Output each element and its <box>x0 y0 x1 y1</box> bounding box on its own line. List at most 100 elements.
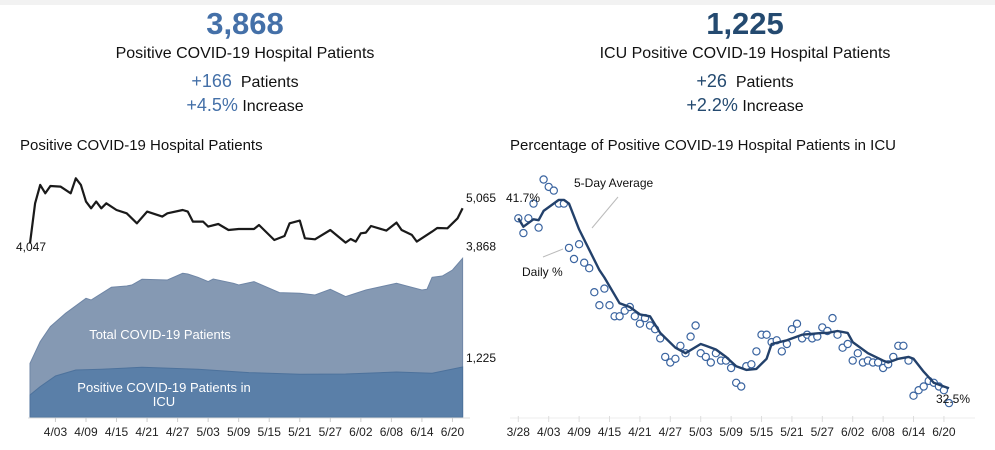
daily-percent-dot <box>777 347 787 356</box>
kpi-change: +26 <box>696 71 727 91</box>
left-x-tick-label: 5/21 <box>288 425 312 439</box>
daily-percent-dot <box>944 398 954 408</box>
daily-percent-dot <box>635 319 645 328</box>
left-x-tick-label: 5/15 <box>258 425 282 439</box>
kpi-label: ICU Positive COVID-19 Hospital Patients <box>599 45 891 62</box>
left-x-tick-label: 6/14 <box>410 425 434 439</box>
line-end-label: 5,065 <box>466 191 496 205</box>
right-x-tick-label: 5/15 <box>750 425 774 439</box>
daily-percent-dot <box>726 363 736 373</box>
icu-area-label-2: ICU <box>153 394 175 409</box>
total-patients-line <box>28 177 464 244</box>
daily-annotation-leader <box>542 248 564 258</box>
daily-percent-dot <box>701 352 711 362</box>
left-x-tick-label: 5/09 <box>227 425 251 439</box>
kpi-change: +166 <box>191 71 232 91</box>
kpi-change-unit: Patients <box>240 74 299 91</box>
right-x-tick-label: 4/27 <box>659 425 683 439</box>
left-x-tick-label: 4/09 <box>74 425 98 439</box>
right-x-tick-label: 4/21 <box>628 425 652 439</box>
daily-percent-dot <box>590 288 599 297</box>
icu-end-label: 1,225 <box>466 351 496 365</box>
total-area-label: Total COVID-19 Patients <box>89 327 231 342</box>
right-x-tick-label: 6/14 <box>902 425 926 439</box>
daily-percent-dot <box>569 254 579 264</box>
daily-percent-dot <box>737 382 746 391</box>
right-x-tick-label: 4/03 <box>537 425 561 439</box>
icu-patients-area <box>29 366 464 418</box>
right-x-tick-label: 6/02 <box>841 425 865 439</box>
left-x-tick-label: 4/03 <box>44 425 68 439</box>
daily-percent-dot <box>828 313 837 323</box>
avg-annotation: 5-Day Average <box>574 176 653 190</box>
left-x-tick-label: 6/20 <box>441 425 465 439</box>
daily-percent-dot <box>529 199 538 208</box>
right-x-tick-label: 6/20 <box>932 425 956 439</box>
top-band <box>0 0 995 5</box>
daily-percent-dot <box>848 356 857 365</box>
daily-percent-dot <box>519 228 528 238</box>
daily-percent-dot <box>585 264 594 273</box>
end-percent-label: 32.5% <box>936 392 970 406</box>
left-chart-title: Positive COVID-19 Hospital Patients <box>20 137 263 154</box>
daily-percent-dot <box>762 330 771 339</box>
left-x-tick-label: 5/03 <box>196 425 220 439</box>
daily-annotation: Daily % <box>522 265 563 279</box>
daily-percent-dot <box>580 258 589 267</box>
daily-percent-dot <box>843 339 852 349</box>
total-end-label: 3,868 <box>466 239 496 253</box>
daily-percent-dot <box>539 175 548 184</box>
daily-percent-dot <box>656 334 665 343</box>
five-day-average-line <box>517 198 950 390</box>
right-chart-title: Percentage of Positive COVID-19 Hospital… <box>510 137 897 154</box>
daily-percent-dot <box>661 352 670 362</box>
kpi-hospital-patients: 3,868 Positive COVID-19 Hospital Patient… <box>0 6 490 118</box>
right-x-tick-label: 5/21 <box>780 425 804 439</box>
left-x-tick-label: 4/27 <box>166 425 190 439</box>
daily-percent-dot <box>630 312 640 321</box>
right-x-tick-label: 4/15 <box>598 425 622 439</box>
right-x-tick-label: 4/09 <box>567 425 591 439</box>
daily-percent-dot <box>792 319 802 328</box>
daily-percent-dot <box>615 312 624 321</box>
right-x-tick-label: 6/08 <box>871 425 895 439</box>
icu-area-label: Positive COVID-19 Patients in <box>77 380 250 395</box>
daily-percent-dot <box>549 186 559 195</box>
kpi-value: 1,225 <box>706 6 784 41</box>
daily-percent-dot <box>574 239 584 249</box>
left-x-tick-label: 4/15 <box>105 425 129 439</box>
avg-annotation-leader <box>591 196 619 229</box>
kpi-label: Positive COVID-19 Hospital Patients <box>115 45 375 62</box>
kpi-pct: +4.5% <box>186 95 238 115</box>
start-percent-label: 41.7% <box>506 191 540 205</box>
daily-percent-dot <box>919 382 928 391</box>
daily-percent-dot <box>595 301 604 310</box>
left-x-tick-label: 6/02 <box>349 425 373 439</box>
right-x-tick-label: 5/03 <box>689 425 713 439</box>
daily-percent-dot <box>899 341 908 350</box>
left-x-tick-label: 4/21 <box>135 425 159 439</box>
daily-percent-dot <box>747 360 756 369</box>
daily-percent-dot <box>564 243 574 253</box>
kpi-pct-unit: Increase <box>242 98 304 115</box>
daily-percent-dot <box>853 349 863 358</box>
daily-percent-dot <box>686 332 695 341</box>
daily-percent-dot <box>909 391 918 400</box>
right-x-tick-label: 5/09 <box>719 425 743 439</box>
kpi-value: 3,868 <box>206 6 284 41</box>
daily-percent-dot <box>600 284 609 293</box>
kpi-pct: +2.2% <box>686 95 738 115</box>
daily-percent-dot <box>691 321 700 330</box>
daily-percent-dot <box>671 354 680 363</box>
kpi-change-unit: Patients <box>735 74 794 91</box>
daily-percent-dot <box>605 301 614 310</box>
daily-percent-dot <box>752 347 761 356</box>
right-x-tick-label: 3/28 <box>507 425 531 439</box>
kpi-icu-patients: 1,225 ICU Positive COVID-19 Hospital Pat… <box>500 6 990 118</box>
line-start-label: 4,047 <box>16 240 46 254</box>
daily-percent-dot <box>787 325 797 334</box>
left-x-tick-label: 5/27 <box>319 425 343 439</box>
left-x-tick-label: 6/08 <box>380 425 404 439</box>
right-x-tick-label: 5/27 <box>811 425 835 439</box>
